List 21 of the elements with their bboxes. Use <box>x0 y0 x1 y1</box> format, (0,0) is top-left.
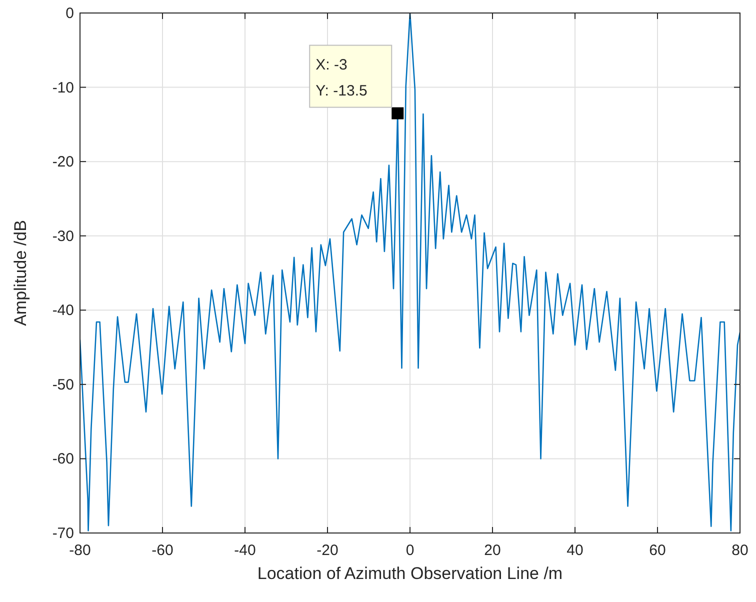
x-tick-label: 20 <box>484 542 501 559</box>
y-tick-label: -50 <box>52 376 74 394</box>
x-tick-label: 40 <box>566 542 584 559</box>
x-tick-label: -80 <box>69 542 91 559</box>
x-tick-label: -20 <box>316 542 338 559</box>
y-tick-label: 0 <box>66 5 74 22</box>
x-tick-label: 60 <box>649 542 666 559</box>
y-tick-label: -10 <box>52 79 74 96</box>
y-tick-label: -30 <box>52 228 74 245</box>
x-tick-label: -40 <box>234 542 256 559</box>
y-tick-label: -40 <box>52 302 74 320</box>
y-tick-label: -70 <box>52 525 74 542</box>
line-series <box>80 13 740 532</box>
x-tick-label: 80 <box>732 542 748 559</box>
x-axis-title: Location of Azimuth Observation Line /m <box>257 564 563 583</box>
x-tick-label: -60 <box>152 542 174 559</box>
y-tick-label: -20 <box>52 154 74 171</box>
y-tick-label: -60 <box>52 450 74 468</box>
annotation: X: -3 Y: -13.5 <box>316 56 368 100</box>
x-tick-label: 0 <box>406 542 414 559</box>
y-axis-title: Amplitude /dB <box>11 220 30 326</box>
